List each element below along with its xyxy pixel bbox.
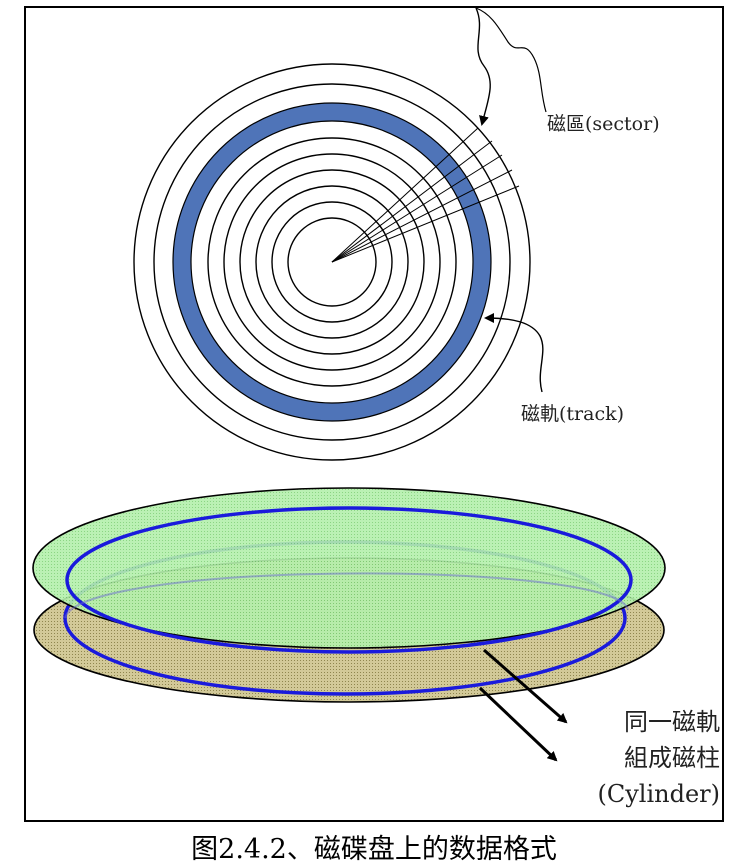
- sector-arrow: [475, 7, 491, 126]
- highlighted-track: [173, 103, 491, 421]
- track-ring: [207, 137, 457, 387]
- sector-lines: [331, 127, 520, 263]
- track-arrow: [484, 313, 544, 393]
- bottom-track-shadow: [64, 572, 629, 619]
- track-ring: [239, 169, 425, 355]
- track-label: 磁軌(track): [521, 403, 625, 425]
- platter-top-view: [133, 63, 531, 461]
- track-ring: [287, 217, 377, 307]
- cylinder-label-line1: 同一磁軌: [624, 708, 720, 736]
- track-ring: [190, 120, 474, 404]
- track-ring: [223, 153, 441, 371]
- top-platter: [32, 487, 666, 649]
- cylinder-label: 同一磁軌 組成磁柱 (Cylinder): [598, 704, 721, 812]
- top-cylinder-track: [65, 506, 633, 654]
- sector-label: 磁區(sector): [547, 113, 660, 135]
- cylinder-label-line2: 組成磁柱: [624, 744, 720, 772]
- track-ring: [172, 102, 492, 422]
- platter-side-view: [32, 487, 666, 703]
- sector-leader-line: [475, 7, 547, 113]
- cylinder-arrow-bottom: [478, 686, 558, 762]
- figure-caption: 图2.4.2、磁碟盘上的数据格式: [191, 834, 557, 865]
- track-ring: [153, 83, 511, 441]
- cylinder-arrow-top: [483, 648, 568, 724]
- track-ring: [271, 201, 393, 323]
- track-ring: [255, 185, 409, 339]
- track-ring: [133, 63, 531, 461]
- cylinder-label-line3: (Cylinder): [597, 780, 721, 808]
